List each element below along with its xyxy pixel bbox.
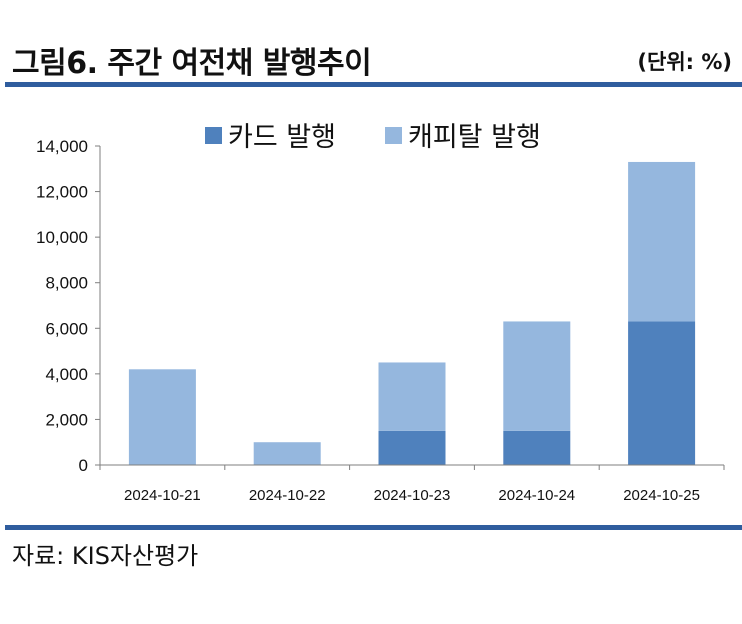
legend: 카드 발행 캐피탈 발행 <box>205 122 541 153</box>
x-tick-label: 2024-10-24 <box>498 487 575 504</box>
chart-title: 그림6. 주간 여전채 발행추이 <box>12 46 372 81</box>
y-tick-label: 14,000 <box>36 137 88 156</box>
x-tick-label: 2024-10-23 <box>374 487 451 504</box>
x-tick-label: 2024-10-25 <box>623 487 700 504</box>
y-tick-label: 6,000 <box>45 319 88 338</box>
y-tick-label: 12,000 <box>36 183 88 202</box>
bar-capital <box>128 369 196 465</box>
y-tick-label: 4,000 <box>45 365 88 384</box>
x-tick-label: 2024-10-22 <box>249 487 326 504</box>
bottom-divider <box>5 525 742 530</box>
bar-card <box>628 321 696 465</box>
bar-card <box>378 430 446 465</box>
y-tick-label: 0 <box>79 456 88 475</box>
legend-swatch-card <box>205 127 222 144</box>
x-tick-label: 2024-10-21 <box>124 487 201 504</box>
source-note: 자료: KIS자산평가 <box>12 542 199 570</box>
bar-card <box>503 430 571 465</box>
legend-label-capital: 캐피탈 발행 <box>408 122 541 153</box>
y-tick-label: 10,000 <box>36 228 88 247</box>
bar-capital <box>628 161 696 322</box>
bar-capital <box>253 442 321 465</box>
bar-capital <box>378 362 446 431</box>
top-divider <box>5 82 742 87</box>
y-tick-label: 2,000 <box>45 410 88 429</box>
stacked-bar-chart: 카드 발행 캐피탈 발행 0 2,000 4,000 6,000 8,000 10,000 1… <box>36 122 725 504</box>
unit-label: (단위: %) <box>637 50 732 74</box>
bar-capital <box>503 321 571 431</box>
axes: 0 2,000 4,000 6,000 8,000 10,000 12,000 14,000 2… <box>36 137 725 504</box>
legend-swatch-capital <box>385 127 402 144</box>
bars <box>128 161 696 465</box>
legend-label-card: 카드 발행 <box>228 122 336 153</box>
y-tick-label: 8,000 <box>45 274 88 293</box>
